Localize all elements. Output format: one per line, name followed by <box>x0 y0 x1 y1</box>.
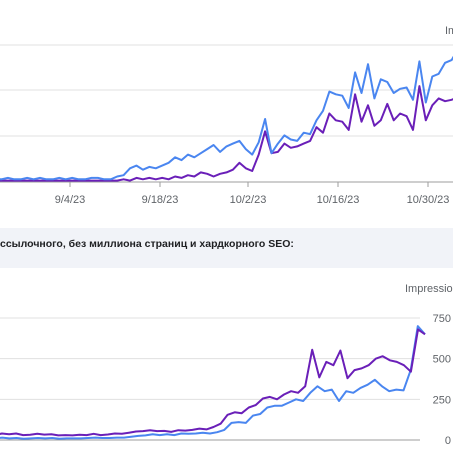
right-axis-label: Impressions <box>405 283 453 295</box>
y-tick-label: 500 <box>433 354 451 366</box>
y-tick-label: 250 <box>433 394 451 406</box>
x-tick-label: 10/30/23 <box>407 194 450 206</box>
x-tick-label: 10/2/23 <box>230 194 267 206</box>
series-line-purple <box>0 328 426 437</box>
x-tick-label: 9/4/23 <box>55 194 86 206</box>
divider-band <box>0 228 453 268</box>
right-axis-label: Im <box>445 25 453 37</box>
series-line-purple <box>0 55 453 181</box>
y-tick-label: 750 <box>433 313 451 325</box>
clicks-impressions-chart-bottom: 750 500 250 0 Impressions <box>0 268 453 453</box>
x-tick-label: 10/16/23 <box>317 194 360 206</box>
series-line-blue <box>0 85 453 182</box>
chart-top-svg: 9/4/23 9/18/23 10/2/23 10/16/23 10/30/23 Im <box>0 25 453 206</box>
series-line-blue <box>0 325 426 440</box>
y-tick-label: 0 <box>445 435 451 447</box>
x-tick-label: 9/18/23 <box>142 194 179 206</box>
caption-text: ссылочного, без миллиона страниц и хардк… <box>0 238 294 250</box>
chart-bottom-svg: 750 500 250 0 Impressions <box>0 283 453 447</box>
clicks-impressions-chart-top: 9/4/23 9/18/23 10/2/23 10/16/23 10/30/23 Im <box>0 25 453 206</box>
